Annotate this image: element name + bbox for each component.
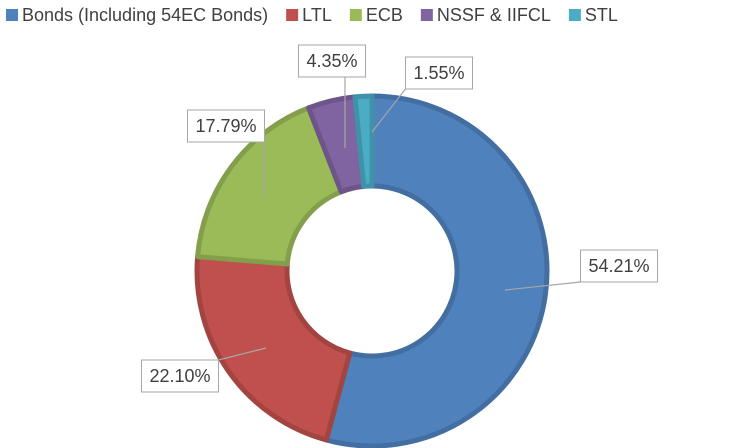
data-label-box <box>297 44 367 78</box>
data-label: 4.35% <box>297 44 367 78</box>
data-label-box <box>579 249 659 283</box>
leader-line <box>371 88 406 133</box>
data-label: 54.21% <box>579 249 659 283</box>
legend-swatch <box>6 9 18 21</box>
data-label-text: 4.35% <box>306 51 357 71</box>
leader-line <box>218 347 267 361</box>
legend-label: Bonds (Including 54EC Bonds) <box>22 5 268 25</box>
data-label-box <box>140 359 220 393</box>
data-label-box <box>404 56 474 90</box>
legend-label: NSSF & IIFCL <box>437 5 551 25</box>
legend-swatch <box>420 9 433 21</box>
data-label: 1.55% <box>404 56 474 90</box>
legend-label: STL <box>585 5 618 25</box>
data-label-text: 17.79% <box>195 116 256 136</box>
legend-swatch <box>568 9 581 21</box>
donut-slice <box>194 254 353 443</box>
data-label: 17.79% <box>186 109 266 143</box>
data-label: 22.10% <box>140 359 220 393</box>
donut-slice <box>323 93 550 448</box>
leader-line <box>504 281 581 291</box>
legend-swatch <box>286 9 299 21</box>
data-label-text: 54.21% <box>588 256 649 276</box>
donut-slice <box>352 93 375 189</box>
data-label-text: 22.10% <box>149 366 210 386</box>
data-label-text: 1.55% <box>413 63 464 83</box>
legend-label: LTL <box>302 5 332 25</box>
legend-label: ECB <box>366 5 403 25</box>
data-label-box <box>186 109 266 143</box>
legend-swatch <box>349 9 362 21</box>
donut-slice <box>195 105 344 267</box>
